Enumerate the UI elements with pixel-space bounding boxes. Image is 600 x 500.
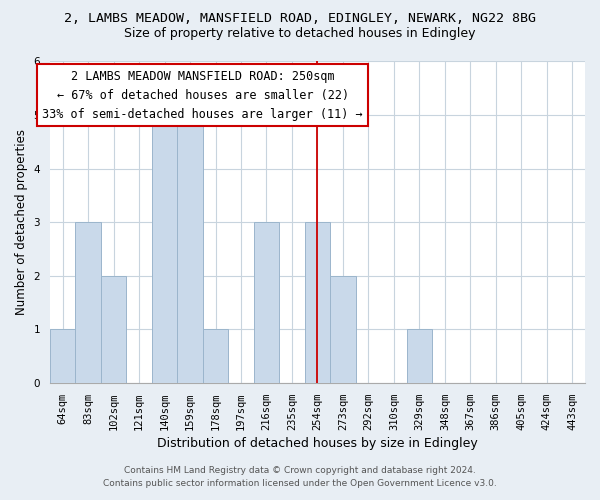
Bar [101, 276, 127, 383]
Bar [76, 222, 101, 383]
X-axis label: Distribution of detached houses by size in Edingley: Distribution of detached houses by size … [157, 437, 478, 450]
Bar [203, 330, 228, 383]
Text: Size of property relative to detached houses in Edingley: Size of property relative to detached ho… [124, 28, 476, 40]
Bar [254, 222, 279, 383]
Bar [407, 330, 432, 383]
Bar [50, 330, 76, 383]
Bar [330, 276, 356, 383]
Text: Contains HM Land Registry data © Crown copyright and database right 2024.
Contai: Contains HM Land Registry data © Crown c… [103, 466, 497, 487]
Bar [305, 222, 330, 383]
Bar [152, 115, 178, 383]
Y-axis label: Number of detached properties: Number of detached properties [15, 129, 28, 315]
Text: 2, LAMBS MEADOW, MANSFIELD ROAD, EDINGLEY, NEWARK, NG22 8BG: 2, LAMBS MEADOW, MANSFIELD ROAD, EDINGLE… [64, 12, 536, 26]
Bar [178, 115, 203, 383]
Text: 2 LAMBS MEADOW MANSFIELD ROAD: 250sqm
← 67% of detached houses are smaller (22)
: 2 LAMBS MEADOW MANSFIELD ROAD: 250sqm ← … [43, 70, 363, 120]
